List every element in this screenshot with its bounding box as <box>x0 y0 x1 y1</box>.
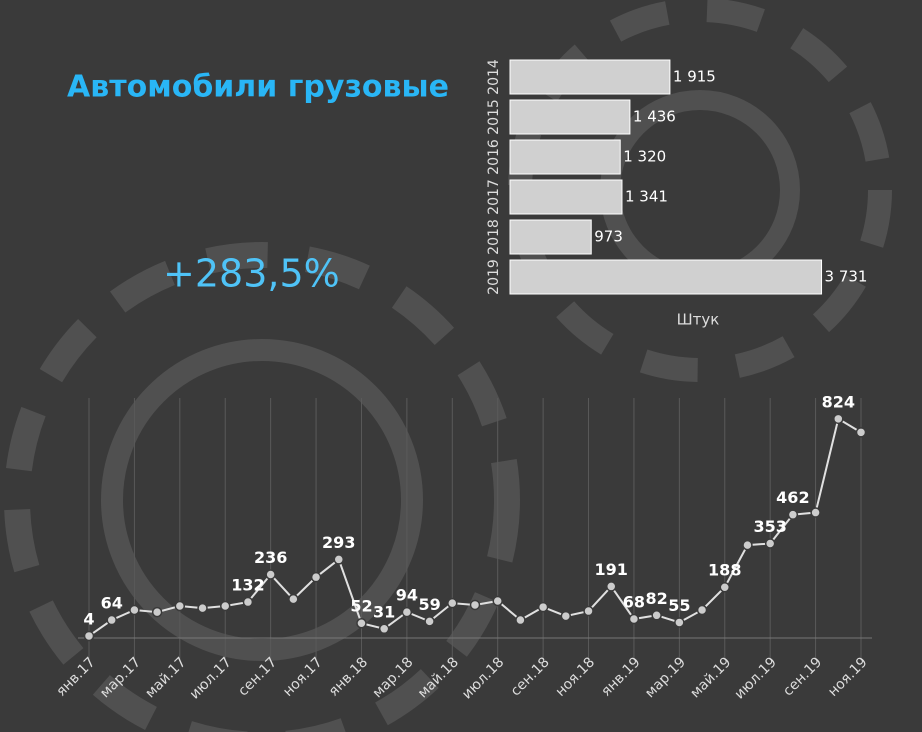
annotation: +283,5% <box>163 252 340 296</box>
x-tick-label: май.19 <box>687 654 734 701</box>
category-label: 2015 <box>486 99 502 135</box>
point <box>447 597 458 609</box>
x-tick-label: ноя.17 <box>280 654 326 700</box>
point <box>106 614 117 626</box>
bar <box>509 59 671 95</box>
category-label: 2018 <box>486 219 502 255</box>
point <box>265 569 276 580</box>
category-label: 2017 <box>486 179 502 215</box>
data-label: 188 <box>708 561 741 580</box>
x-tick-label: май.17 <box>142 654 189 701</box>
point <box>810 507 821 518</box>
point <box>469 599 481 611</box>
point <box>288 593 299 605</box>
data-label: 293 <box>322 533 355 552</box>
x-tick-label: янв.19 <box>598 654 643 699</box>
point <box>378 623 390 635</box>
category-label: 2016 <box>486 139 502 175</box>
point <box>515 614 526 626</box>
value-label: 1 341 <box>625 188 668 206</box>
x-tick-label: ноя.19 <box>825 654 871 700</box>
x-tick-label: июл.18 <box>459 654 507 702</box>
bar <box>509 99 631 135</box>
point <box>651 610 662 621</box>
data-label: 82 <box>646 589 668 608</box>
x-axis-label: Штук <box>677 311 720 329</box>
data-label: 236 <box>254 548 287 567</box>
point <box>424 616 435 627</box>
point <box>197 602 208 614</box>
x-tick-label: сен.19 <box>780 654 825 699</box>
data-label: 132 <box>231 576 264 595</box>
point <box>855 427 867 438</box>
point <box>787 509 799 520</box>
data-label: 824 <box>822 392 855 411</box>
point <box>242 596 254 608</box>
value-label: 1 320 <box>623 148 666 166</box>
category-label: 2019 <box>486 259 502 295</box>
bar <box>509 139 621 175</box>
data-label: 68 <box>623 592 645 611</box>
x-tick-label: сен.18 <box>508 654 553 699</box>
value-label: 3 731 <box>825 268 868 286</box>
point <box>401 606 413 618</box>
data-label: 64 <box>101 594 123 613</box>
x-tick-label: янв.18 <box>326 654 371 699</box>
bar <box>509 179 623 215</box>
x-tick-label: мар.19 <box>642 654 689 701</box>
value-label: 1 436 <box>633 108 676 126</box>
point <box>742 539 753 551</box>
point <box>605 581 617 592</box>
data-label: 59 <box>418 595 440 614</box>
point <box>833 413 844 425</box>
point <box>628 613 640 625</box>
point <box>174 600 186 612</box>
value-label: 1 915 <box>673 68 716 86</box>
data-label: 353 <box>753 517 786 536</box>
point <box>719 581 731 593</box>
point <box>583 605 594 617</box>
point <box>696 604 708 616</box>
point <box>560 610 572 622</box>
point <box>492 595 503 607</box>
background-gears <box>4 0 892 732</box>
point <box>764 538 776 549</box>
point <box>674 617 685 628</box>
data-label: 52 <box>350 597 372 616</box>
point <box>333 554 345 565</box>
point <box>310 571 322 583</box>
title: Автомобили грузовые <box>67 70 449 105</box>
x-tick-label: июл.19 <box>732 654 780 702</box>
point <box>356 617 367 629</box>
x-tick-label: янв.17 <box>53 654 98 699</box>
data-label: 462 <box>776 488 809 507</box>
point <box>129 604 140 616</box>
bar <box>509 219 592 255</box>
point <box>83 630 95 642</box>
value-label: 973 <box>594 228 623 246</box>
point <box>537 601 549 613</box>
data-label: 191 <box>595 560 628 579</box>
point <box>219 600 231 612</box>
x-tick-label: ноя.18 <box>553 654 599 700</box>
category-label: 2014 <box>486 59 502 95</box>
x-tick-label: сен.17 <box>235 654 280 699</box>
x-tick-label: июл.17 <box>187 654 235 702</box>
data-label: 31 <box>373 602 395 621</box>
data-label: 4 <box>83 609 94 628</box>
point <box>151 606 163 618</box>
data-label: 55 <box>668 596 690 615</box>
data-label: 94 <box>396 586 418 605</box>
bar <box>509 259 823 295</box>
